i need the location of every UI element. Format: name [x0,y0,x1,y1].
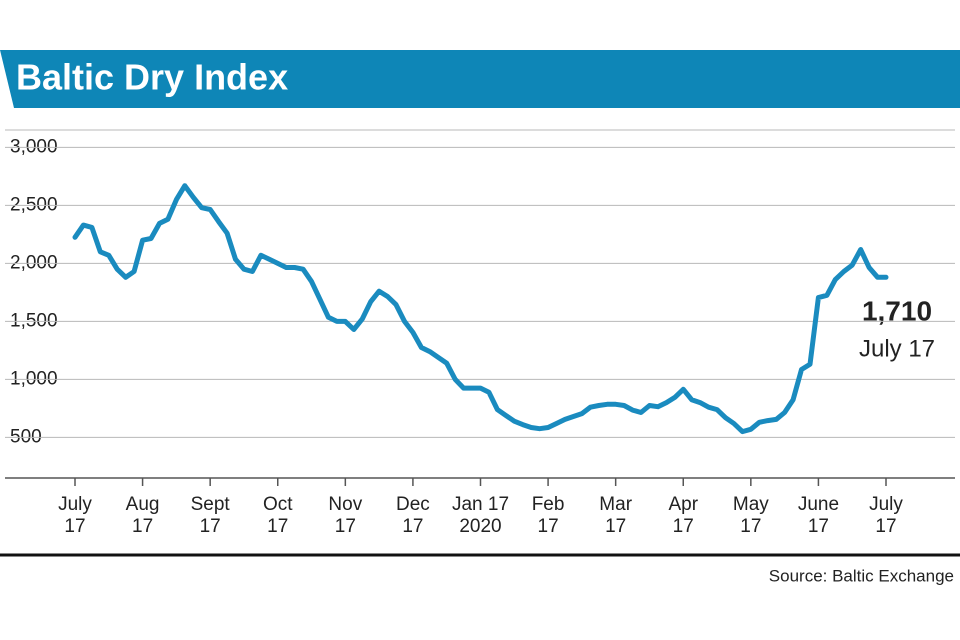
x-tick-label: 17 [740,516,761,537]
x-tick-label: Apr [668,494,698,515]
x-tick-label: 17 [64,516,85,537]
x-tick-label: 2020 [459,516,501,537]
x-tick-label: 17 [132,516,153,537]
x-tick-label: Feb [532,494,565,515]
x-tick-label: Dec [396,494,430,515]
x-tick-label: 17 [673,516,694,537]
x-tick-label: 17 [335,516,356,537]
x-tick-label: 17 [538,516,559,537]
x-tick-label: 17 [605,516,626,537]
title-bar [0,50,960,108]
x-tick-label: Oct [263,494,293,515]
x-tick-label: Aug [126,494,160,515]
x-tick-label: July [58,494,92,515]
x-tick-label: 17 [200,516,221,537]
x-tick-label: July [869,494,903,515]
x-tick-label: June [798,494,839,515]
x-tick-label: 17 [808,516,829,537]
x-tick-label: Jan 17 [452,494,509,515]
x-tick-label: Sept [191,494,231,515]
x-tick-label: 17 [267,516,288,537]
x-tick-label: 17 [875,516,896,537]
line [72,183,889,435]
x-tick-label: Mar [599,494,632,515]
annotation-date: July 17 [859,335,935,362]
x-tick-label: Nov [328,494,362,515]
x-tick-label: 17 [402,516,423,537]
chart-title: Baltic Dry Index [16,57,288,98]
x-tick-label: May [733,494,769,515]
source: Source: Baltic Exchange [769,566,954,585]
